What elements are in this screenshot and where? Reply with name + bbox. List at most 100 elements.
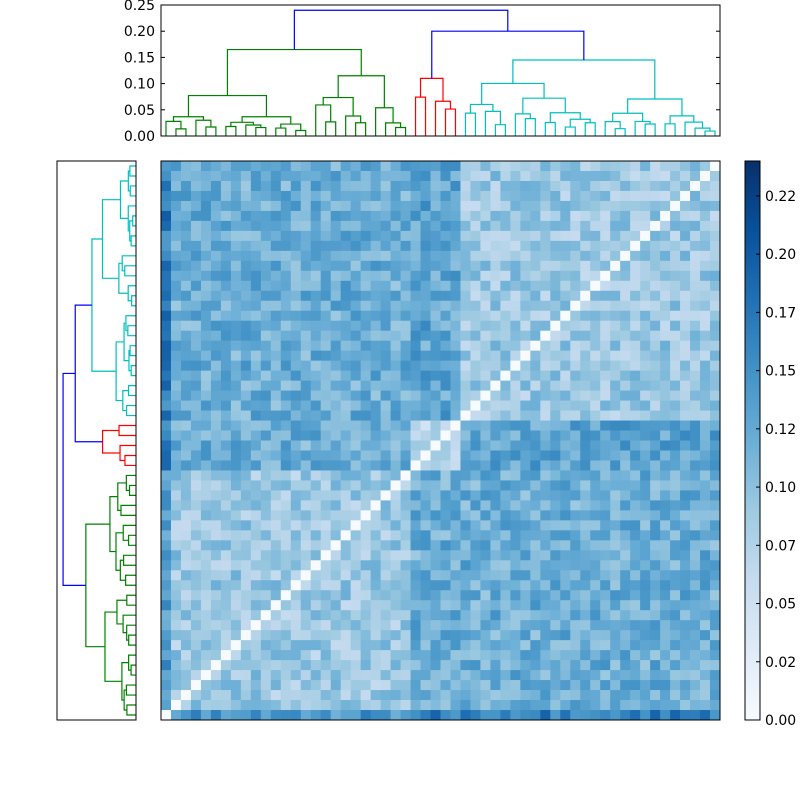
heatmap-cell	[650, 240, 661, 252]
heatmap-cell	[630, 640, 641, 651]
heatmap-cell	[250, 200, 262, 212]
heatmap-cell	[380, 680, 391, 691]
heatmap-cell	[260, 500, 272, 511]
heatmap-cell	[480, 480, 491, 491]
heatmap-cell	[390, 330, 401, 342]
heatmap-cell	[410, 260, 421, 272]
heatmap-cell	[180, 560, 192, 571]
heatmap-cell	[240, 390, 252, 401]
heatmap-cell	[560, 570, 571, 581]
heatmap-cell	[510, 340, 521, 352]
heatmap-cell	[520, 170, 531, 182]
heatmap-cell	[380, 270, 391, 282]
heatmap-cell	[380, 710, 391, 721]
heatmap-cell	[670, 530, 681, 541]
heatmap-cell	[180, 230, 192, 242]
heatmap-cell	[540, 480, 551, 491]
heatmap-cell	[290, 560, 302, 571]
heatmap-cell	[690, 300, 701, 312]
heatmap-cell	[460, 410, 471, 421]
heatmap-cell	[590, 230, 601, 242]
heatmap-cell	[620, 170, 631, 182]
heatmap-cell	[520, 640, 531, 651]
heatmap-cell	[610, 260, 621, 272]
heatmap-cell	[310, 670, 322, 681]
heatmap-cell	[700, 590, 711, 601]
heatmap-cell	[500, 550, 511, 561]
heatmap-cell	[340, 440, 352, 451]
heatmap-cell	[360, 440, 372, 451]
heatmap-cell	[710, 440, 721, 451]
heatmap-cell	[500, 290, 511, 302]
heatmap-cell	[490, 660, 501, 671]
heatmap-cell	[570, 530, 581, 541]
colorbar-tick-label: 0.22	[765, 189, 796, 205]
heatmap-cell	[540, 710, 551, 721]
heatmap-cell	[690, 480, 701, 491]
heatmap-cell	[170, 630, 182, 641]
dendrogram-link	[74, 304, 103, 443]
heatmap-cell	[450, 400, 461, 411]
heatmap-cell	[460, 680, 471, 691]
heatmap-cell	[520, 440, 531, 451]
heatmap-cell	[420, 630, 431, 641]
heatmap-cell	[270, 610, 282, 621]
heatmap-cell	[300, 520, 312, 531]
heatmap-cell	[270, 480, 282, 491]
heatmap-cell	[670, 560, 681, 571]
heatmap-cell	[670, 260, 681, 272]
heatmap-cell	[440, 700, 451, 711]
heatmap-cell	[640, 230, 651, 242]
heatmap-cell	[580, 460, 591, 471]
heatmap-cell	[200, 310, 212, 322]
heatmap-cell	[520, 530, 531, 541]
heatmap-cell	[630, 380, 641, 391]
heatmap-cell	[420, 390, 431, 401]
heatmap-cell	[650, 400, 661, 411]
heatmap-cell	[580, 540, 591, 551]
heatmap-cell	[270, 300, 282, 312]
heatmap-cell	[170, 400, 182, 411]
heatmap-cell	[580, 370, 591, 382]
heatmap-cell	[280, 470, 292, 481]
heatmap-cell	[380, 520, 391, 531]
heatmap-cell	[590, 560, 601, 571]
heatmap-cell	[161, 330, 172, 342]
heatmap-cell	[390, 360, 401, 372]
heatmap-cell	[510, 490, 521, 501]
heatmap-cell	[540, 570, 551, 581]
dendrogram-link	[119, 444, 136, 462]
heatmap-cell	[420, 660, 431, 671]
heatmap-cell	[430, 340, 441, 352]
heatmap-cell	[200, 290, 212, 302]
heatmap-cell	[400, 380, 411, 391]
heatmap-cell	[650, 520, 661, 531]
heatmap-cell	[330, 170, 342, 182]
heatmap-cell	[210, 240, 222, 252]
heatmap-cell	[320, 660, 332, 671]
heatmap-cell	[690, 710, 701, 721]
heatmap-cell	[380, 340, 391, 352]
heatmap-cell	[350, 330, 362, 342]
heatmap-cell	[270, 600, 282, 611]
heatmap-cell	[340, 580, 352, 591]
heatmap-cell	[660, 180, 671, 192]
heatmap-cell	[180, 430, 192, 441]
heatmap-cell	[200, 270, 212, 282]
heatmap-cell	[500, 450, 511, 461]
heatmap-cell	[440, 380, 451, 391]
dendrogram-link	[125, 684, 136, 696]
heatmap-cell	[690, 470, 701, 481]
heatmap-cell	[610, 400, 621, 411]
heatmap-cell	[170, 470, 182, 481]
heatmap-cell	[500, 610, 511, 621]
heatmap-cell	[610, 700, 621, 711]
heatmap-cell	[660, 710, 671, 721]
heatmap-cell	[240, 180, 252, 192]
heatmap-cell	[380, 620, 391, 631]
heatmap-cell	[161, 240, 172, 252]
heatmap-cell	[650, 180, 661, 192]
heatmap-cell	[190, 300, 202, 312]
heatmap-cell	[670, 170, 681, 182]
heatmap-cell	[250, 490, 262, 501]
